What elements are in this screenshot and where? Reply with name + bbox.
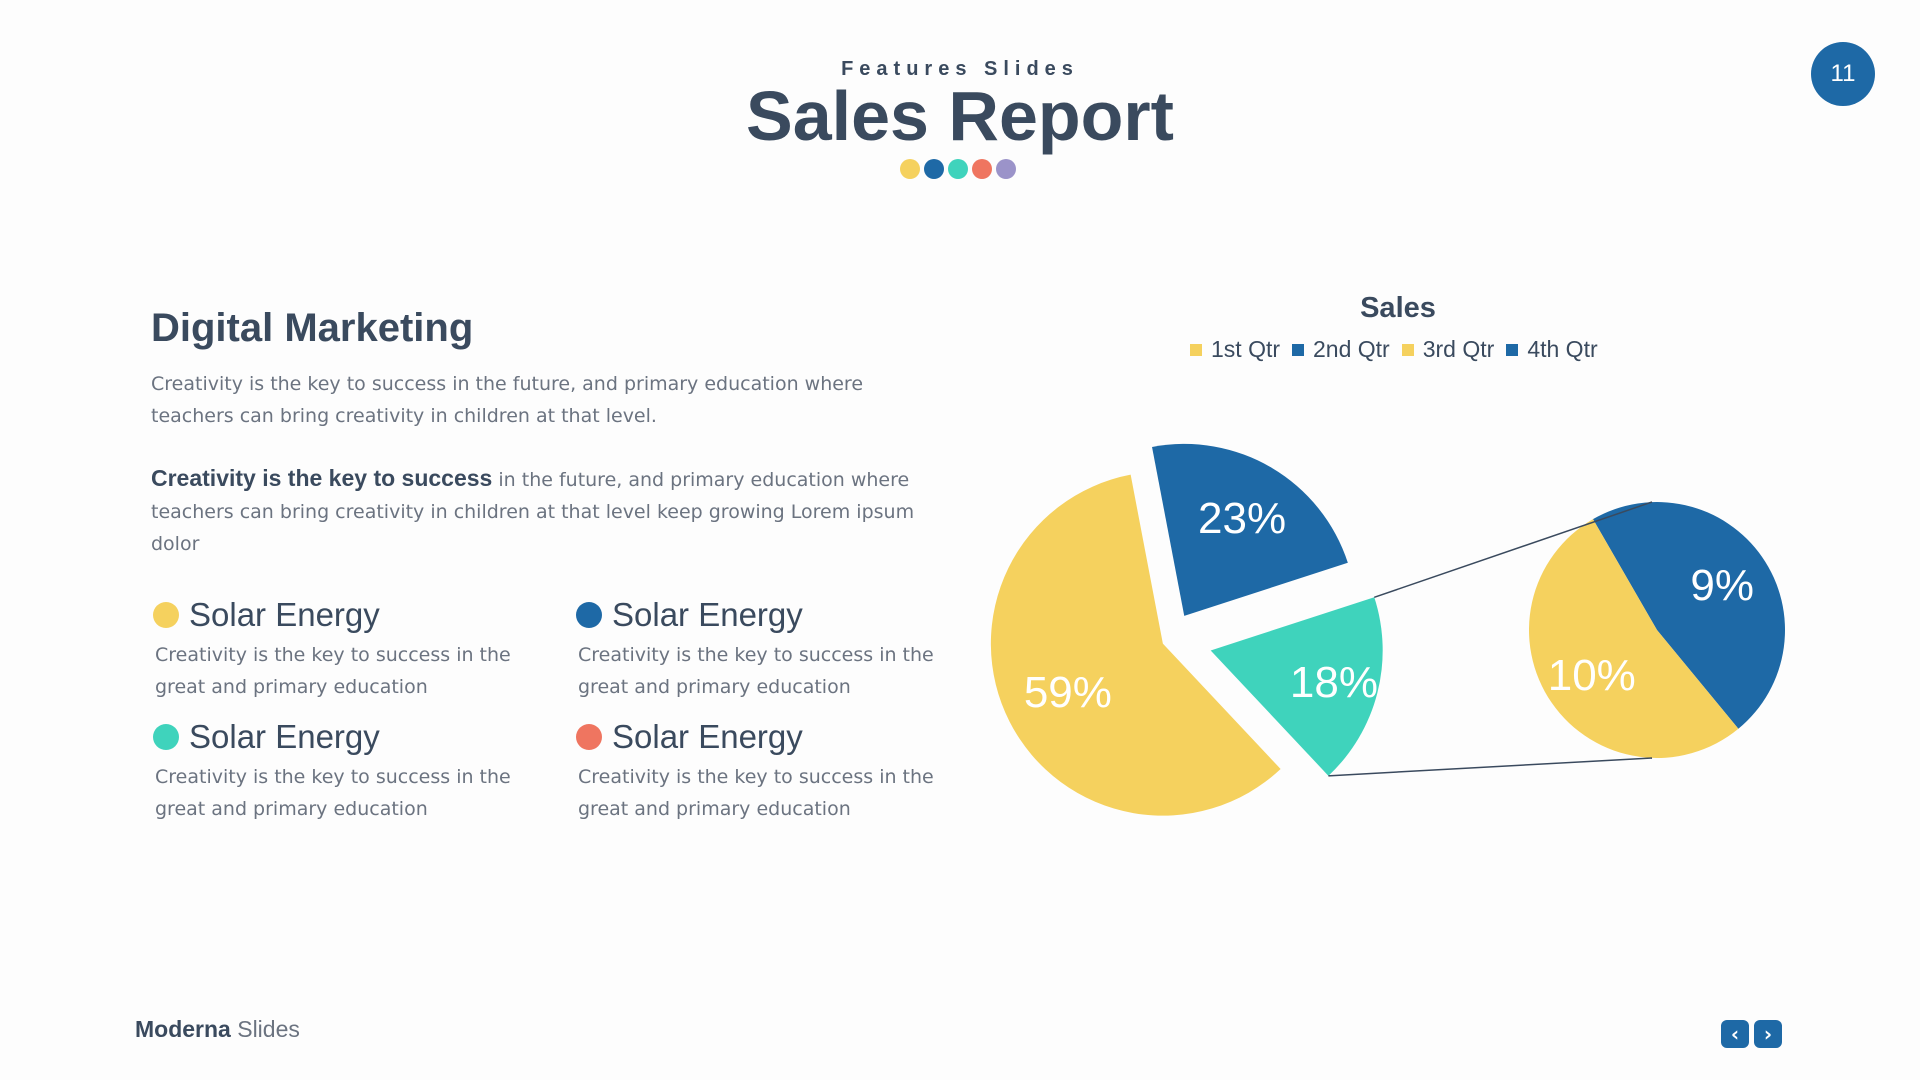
dot-5 [996, 159, 1016, 179]
feature-dot-icon [153, 724, 179, 750]
legend-label: 2nd Qtr [1313, 336, 1390, 362]
pie-slice-label: 59% [1024, 668, 1112, 717]
slide-kicker: Features Slides [841, 58, 1079, 80]
legend-swatch [1190, 343, 1202, 356]
feature-title: Solar Energy [612, 718, 803, 755]
pie-slice [1152, 443, 1348, 616]
dot-1 [900, 159, 920, 179]
dot-4 [972, 159, 992, 179]
pie-slice-label: 18% [1290, 658, 1378, 707]
feature-item: Solar Energy Creativity is the key to su… [153, 595, 513, 703]
legend-swatch [1506, 343, 1519, 356]
secondary-pie-slice-label: 9% [1690, 561, 1754, 610]
feature-dot-icon [153, 602, 179, 628]
decorative-dots [900, 159, 1016, 179]
feature-description: Creativity is the key to success in the … [155, 644, 511, 698]
legend-item: 2nd Qtr [1292, 336, 1390, 363]
legend-item: 3rd Qtr [1401, 336, 1495, 363]
feature-title: Solar Energy [612, 596, 803, 633]
detail-paragraph-bold: Creativity is the key to success [151, 465, 493, 491]
feature-description: Creativity is the key to success in the … [578, 766, 934, 820]
chevron-left-icon[interactable]: ‹ [1721, 1020, 1749, 1048]
feature-title: Solar Energy [189, 596, 380, 633]
feature-item: Solar Energy Creativity is the key to su… [576, 595, 936, 703]
secondary-pie-slice-label: 10% [1548, 651, 1636, 700]
detail-paragraph-rest: in the future, and primary education whe… [151, 469, 915, 555]
feature-item: Solar Energy Creativity is the key to su… [576, 717, 936, 825]
chart-title: Sales [1360, 292, 1436, 324]
detail-paragraph: Creativity is the key to success in the … [151, 462, 941, 560]
pie-slice-label: 23% [1198, 494, 1286, 543]
legend-label: 1st Qtr [1211, 336, 1281, 362]
section-heading: Digital Marketing [151, 306, 474, 350]
slide-navigation: ‹ › [1721, 1020, 1782, 1048]
page-number-badge: 11 [1811, 42, 1875, 106]
page-title: Sales Report [746, 77, 1174, 155]
legend-swatch [1292, 343, 1305, 356]
legend-item: 4th Qtr [1506, 336, 1598, 363]
connector-line [1328, 757, 1653, 777]
intro-paragraph: Creativity is the key to success in the … [151, 373, 864, 427]
chevron-right-icon[interactable]: › [1754, 1020, 1782, 1048]
chart-legend: 1st Qtr 2nd Qtr 3rd Qtr 4th Qtr [1190, 336, 1598, 363]
feature-item: Solar Energy Creativity is the key to su… [153, 717, 513, 825]
brand-name: Moderna [135, 1016, 231, 1042]
feature-dot-icon [576, 602, 602, 628]
footer-brand: Moderna Slides [135, 1016, 300, 1043]
legend-item: 1st Qtr [1190, 336, 1280, 363]
feature-description: Creativity is the key to success in the … [155, 766, 511, 820]
dot-3 [948, 159, 968, 179]
pie-slice [1210, 597, 1383, 776]
legend-label: 4th Qtr [1527, 336, 1598, 362]
legend-swatch [1401, 343, 1414, 356]
connector-line [1374, 501, 1653, 599]
brand-suffix: Slides [230, 1016, 300, 1042]
legend-label: 3rd Qtr [1422, 336, 1495, 362]
dot-2 [924, 159, 944, 179]
feature-title: Solar Energy [189, 718, 380, 755]
feature-description: Creativity is the key to success in the … [578, 644, 934, 698]
pie-slice [990, 474, 1281, 816]
feature-dot-icon [576, 724, 602, 750]
secondary-pie-slice [1529, 519, 1739, 758]
secondary-pie-slice [1593, 501, 1786, 729]
